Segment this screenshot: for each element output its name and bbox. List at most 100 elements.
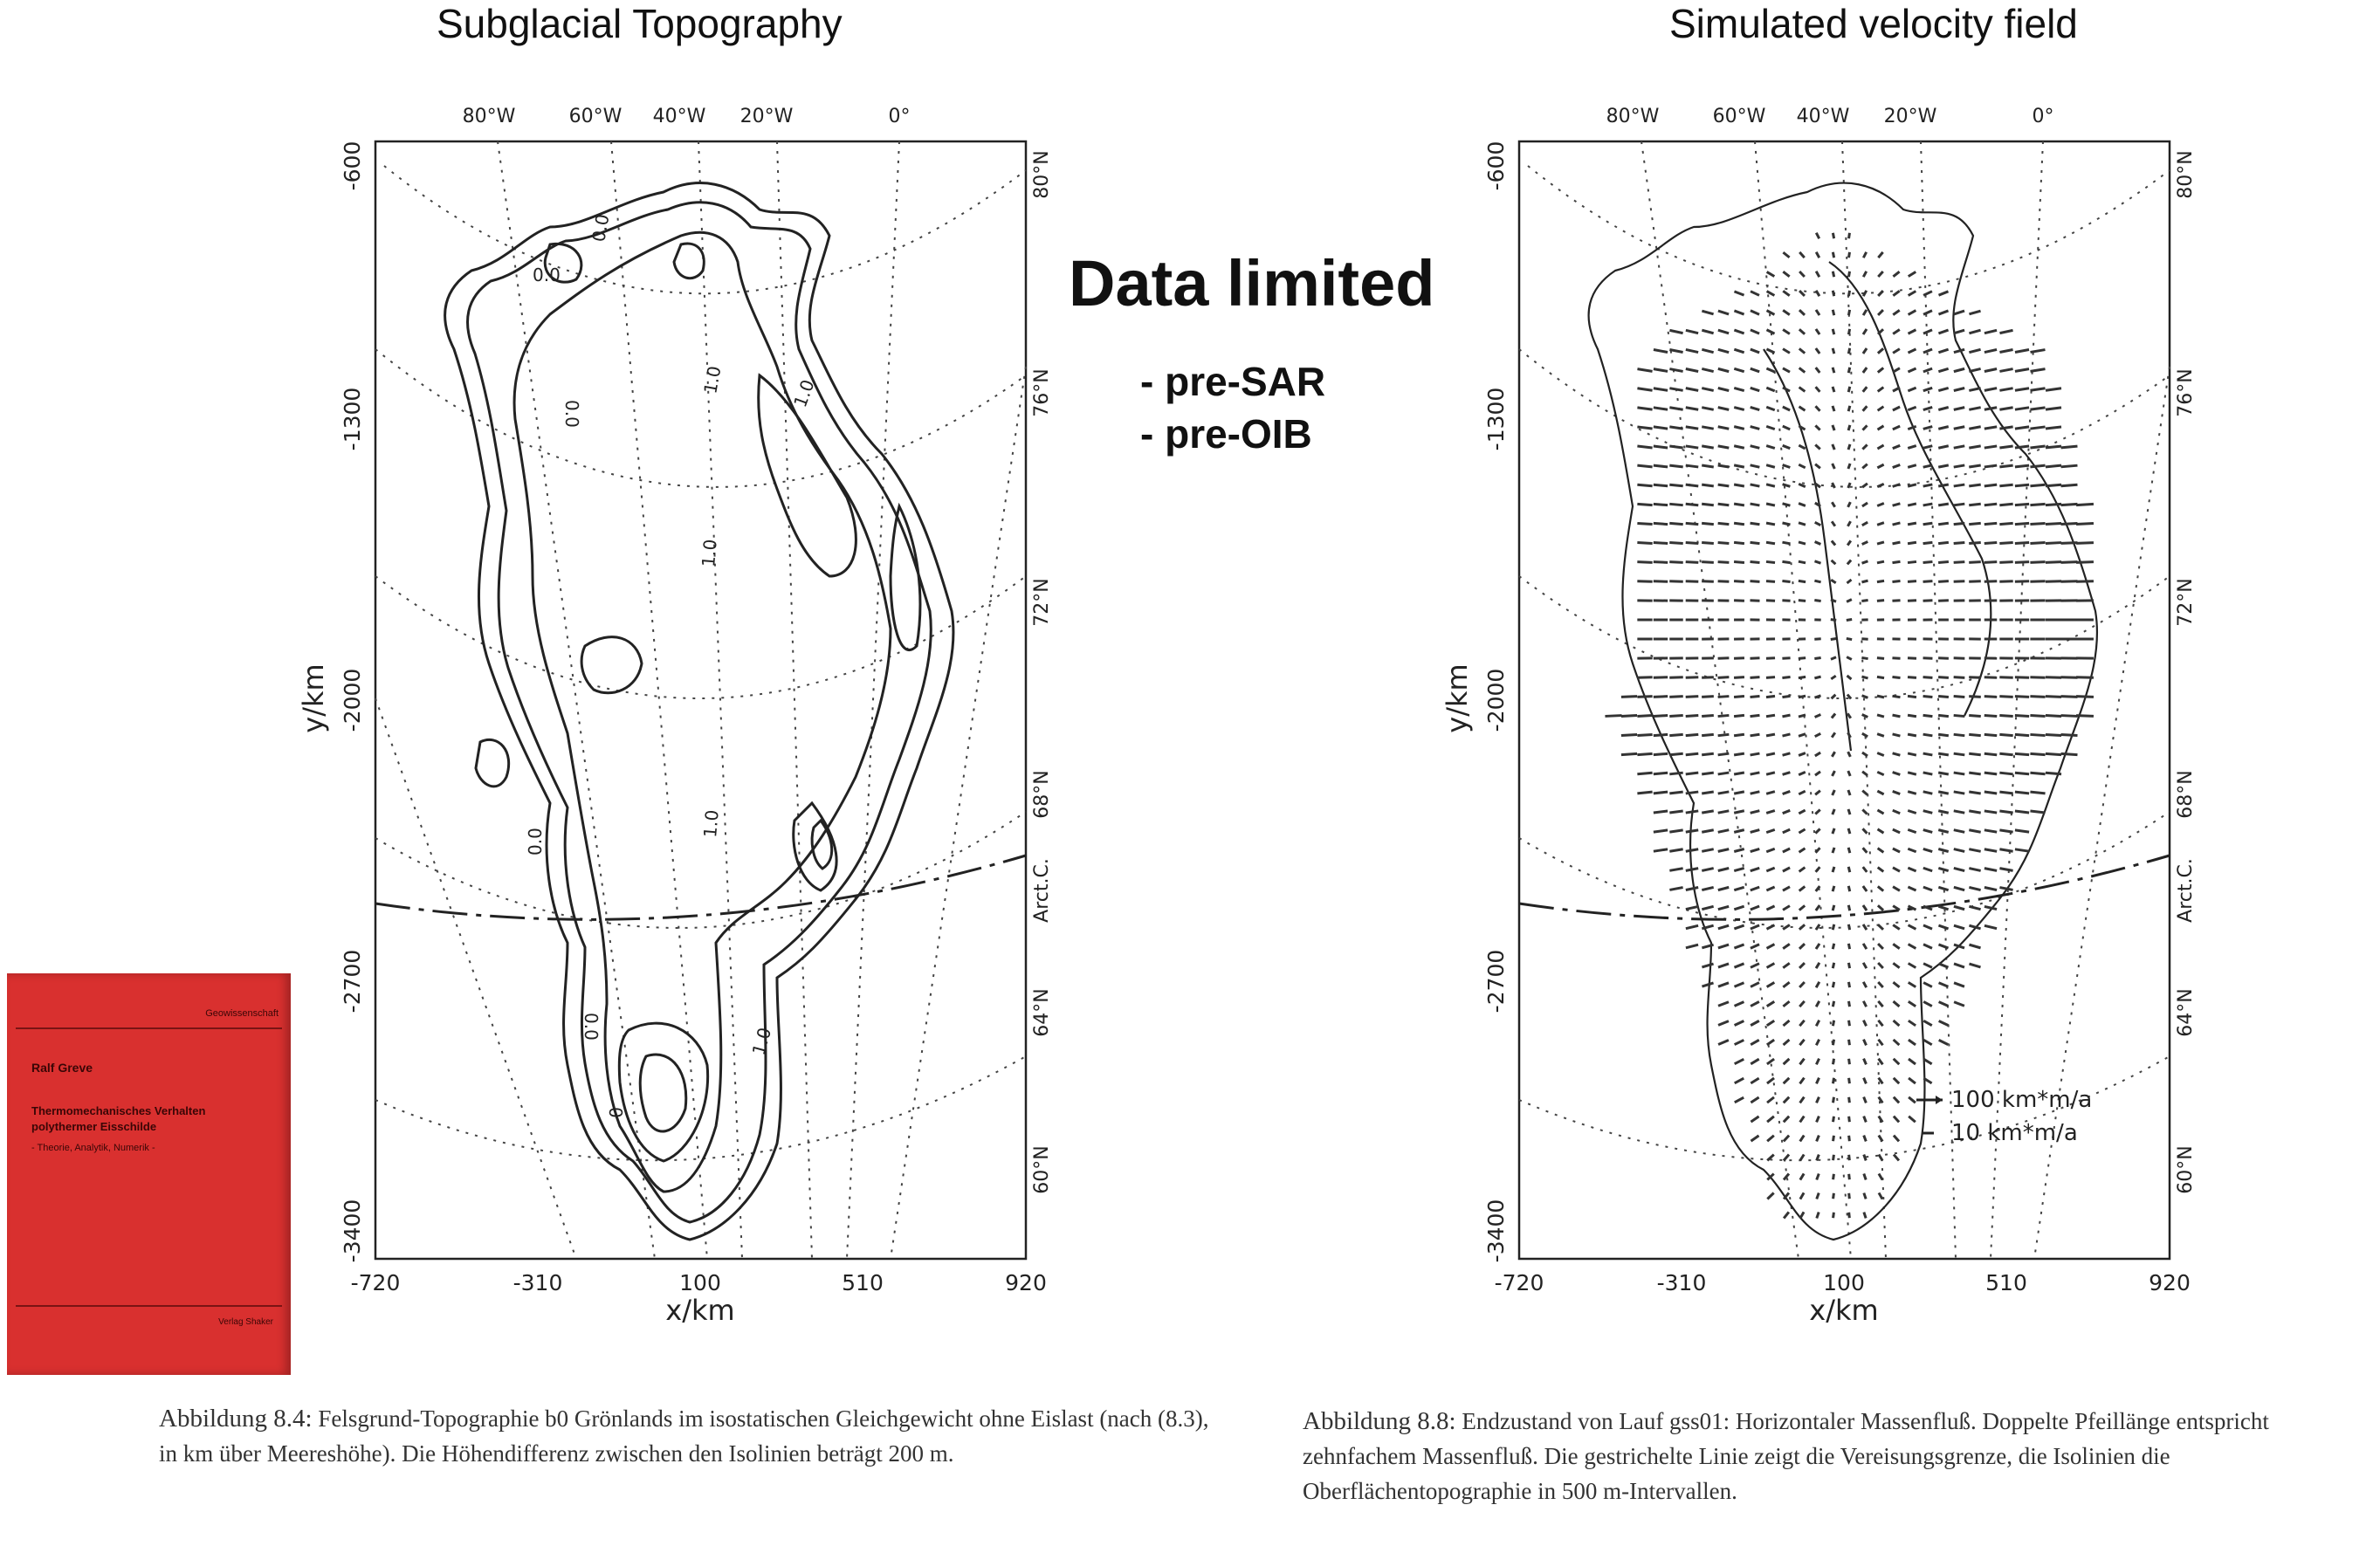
velocity-arrow — [1653, 828, 1668, 834]
velocity-arrow — [1702, 713, 1714, 718]
velocity-arrow — [1765, 347, 1776, 354]
velocity-arrow — [1750, 885, 1760, 892]
velocity-arrow — [1733, 924, 1745, 931]
velocity-arrow — [1637, 541, 1653, 545]
velocity-arrow — [1892, 962, 1901, 969]
velocity-arrow — [1733, 1000, 1745, 1007]
velocity-arrow — [1733, 580, 1745, 583]
velocity-arrow — [1877, 1172, 1884, 1181]
velocity-arrow — [1892, 1000, 1901, 1008]
velocity-arrow — [1782, 962, 1791, 969]
velocity-arrow — [1733, 828, 1745, 834]
velocity-arrow — [1847, 1096, 1851, 1103]
velocity-arrow — [2045, 752, 2062, 757]
y-axis-label: y/km — [297, 663, 330, 732]
velocity-arrow — [1782, 1192, 1791, 1200]
velocity-arrow — [1892, 367, 1901, 374]
velocity-arrow — [1798, 866, 1806, 873]
velocity-arrow — [1814, 866, 1821, 873]
velocity-arrow — [1907, 828, 1917, 835]
velocity-arrow — [1999, 502, 2013, 507]
velocity-arrow — [1831, 328, 1836, 335]
y-axis-label: y/km — [1441, 663, 1474, 732]
velocity-arrow — [1717, 713, 1730, 718]
velocity-arrow — [1907, 809, 1917, 814]
velocity-arrow — [1605, 714, 1622, 718]
velocity-arrow — [1717, 483, 1730, 488]
velocity-arrow — [1861, 885, 1868, 892]
velocity-arrow — [1984, 752, 1998, 757]
velocity-arrow — [1733, 367, 1745, 374]
velocity-arrow — [1892, 483, 1901, 488]
velocity-arrow — [1969, 867, 1981, 872]
velocity-arrow — [1892, 464, 1901, 469]
velocity-arrow — [1717, 444, 1730, 450]
velocity-arrow — [1653, 560, 1668, 564]
x-tick-label: 920 — [1005, 1270, 1047, 1295]
velocity-arrow — [1892, 808, 1901, 815]
velocity-arrow — [1830, 732, 1837, 739]
velocity-arrow — [1685, 771, 1699, 776]
velocity-arrow — [2030, 752, 2046, 757]
velocity-arrow — [2045, 406, 2062, 411]
velocity-arrow — [1907, 847, 1917, 854]
velocity-arrow — [1653, 464, 1668, 469]
velocity-arrow — [1969, 752, 1981, 757]
velocity-arrow — [1847, 463, 1852, 470]
velocity-arrow — [1669, 521, 1683, 526]
velocity-arrow — [1831, 424, 1836, 431]
velocity-arrow — [1750, 540, 1760, 546]
parallel-label: 80°N — [2175, 150, 2197, 198]
meridian-label: 60°W — [1713, 106, 1766, 127]
velocity-arrow — [1685, 387, 1699, 392]
velocity-arrow — [1907, 676, 1917, 679]
velocity-arrow — [1701, 367, 1715, 374]
velocity-arrow — [1999, 444, 2013, 450]
velocity-arrow — [1892, 924, 1901, 931]
velocity-arrow — [1750, 483, 1760, 488]
velocity-arrow — [1923, 444, 1933, 450]
velocity-arrow — [1702, 540, 1714, 546]
x-tick-label: 100 — [679, 1270, 721, 1295]
velocity-arrow — [1798, 463, 1806, 470]
velocity-arrow — [1876, 694, 1885, 699]
velocity-arrow — [1923, 328, 1933, 335]
velocity-arrow — [1953, 444, 1965, 450]
velocity-arrow — [1750, 904, 1760, 911]
velocity-arrow — [1750, 732, 1760, 738]
velocity-arrow — [1733, 962, 1745, 969]
velocity-arrow — [1765, 1000, 1776, 1007]
velocity-arrow — [1984, 444, 1998, 450]
velocity-arrow — [1815, 1173, 1820, 1180]
velocity-arrow — [1969, 924, 1981, 931]
velocity-arrow — [2014, 560, 2030, 564]
x-tick-label: -720 — [1495, 1270, 1544, 1295]
parallel-label: 72°N — [2175, 578, 2197, 626]
legend-10: 10 km*m/a — [1951, 1120, 2078, 1146]
velocity-arrow — [1923, 943, 1933, 950]
velocity-arrow — [1847, 962, 1852, 969]
velocity-arrow — [1815, 1135, 1820, 1142]
velocity-arrow — [2060, 502, 2078, 507]
velocity-arrow — [1653, 483, 1668, 488]
velocity-arrow — [1923, 347, 1933, 354]
velocity-arrow — [1999, 425, 2013, 430]
velocity-arrow — [1798, 885, 1806, 892]
velocity-arrow — [1892, 405, 1901, 412]
velocity-arrow — [1717, 924, 1730, 931]
velocity-arrow — [1798, 656, 1806, 660]
velocity-arrow — [1953, 560, 1965, 564]
velocity-arrow — [1892, 271, 1901, 278]
left-panel-title: Subglacial Topography — [437, 1, 843, 46]
velocity-arrow — [1799, 1211, 1806, 1220]
y-tick-label: -3400 — [1483, 1199, 1509, 1263]
velocity-arrow — [1876, 560, 1885, 565]
velocity-arrow — [1653, 790, 1668, 795]
velocity-arrow — [1923, 732, 1933, 738]
velocity-arrow — [1907, 540, 1917, 546]
velocity-arrow — [1653, 387, 1668, 392]
parallel-label: Arct.C. — [2175, 858, 2197, 923]
velocity-arrow — [1702, 732, 1714, 738]
velocity-arrow — [1798, 367, 1806, 374]
velocity-arrow — [1799, 1115, 1806, 1124]
